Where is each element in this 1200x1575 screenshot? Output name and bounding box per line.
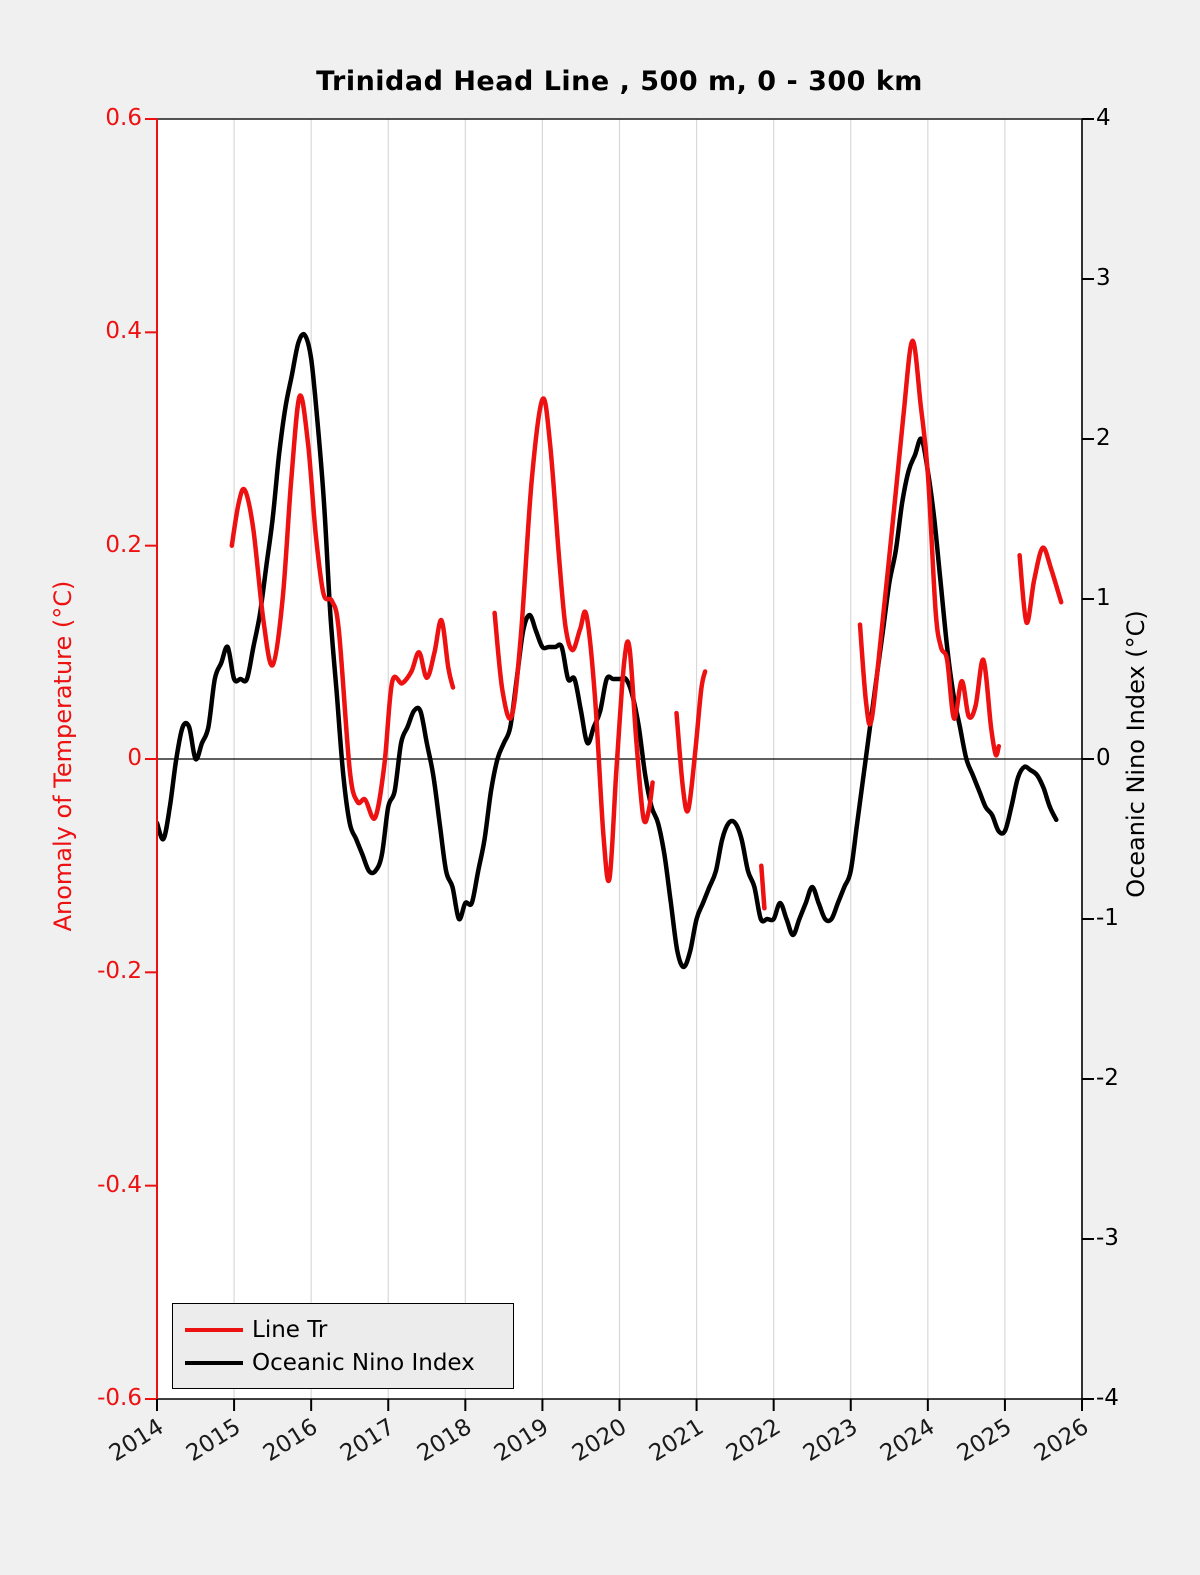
ytick-left-0.4: 0.4	[105, 318, 142, 345]
ytick-left-0.6: 0.6	[105, 105, 142, 131]
ytick-left--0.2: -0.2	[97, 958, 142, 985]
ytick-right--1: -1	[1096, 905, 1119, 931]
legend-label: Line Tr	[252, 1316, 328, 1343]
legend-item-line-tr: Line Tr	[185, 1313, 501, 1346]
ytick-right-4: 4	[1096, 105, 1111, 131]
series-line-tr-seg1	[492, 396, 655, 884]
legend-item-oni: Oceanic Nino Index	[185, 1346, 501, 1379]
chart-title: Trinidad Head Line , 500 m, 0 - 300 km	[316, 66, 923, 97]
series-line-tr-seg4	[857, 338, 1002, 758]
curves	[157, 331, 1064, 970]
ytick-right-1: 1	[1096, 585, 1111, 611]
ytick-left--0.4: -0.4	[97, 1171, 142, 1198]
series-line-tr-seg2	[674, 669, 708, 814]
ytick-right--2: -2	[1096, 1065, 1119, 1091]
legend: Line Tr Oceanic Nino Index	[172, 1303, 514, 1389]
series-line-tr-seg5	[1017, 545, 1064, 625]
ytick-right--3: -3	[1096, 1225, 1119, 1251]
series-line-tr-seg0	[229, 393, 456, 821]
ytick-right-0: 0	[1096, 745, 1111, 771]
legend-black-line-swatch	[185, 1360, 243, 1365]
ytick-left--0.6: -0.6	[97, 1385, 142, 1411]
series-oceanic-nino-index	[157, 331, 1059, 970]
ytick-right-2: 2	[1096, 425, 1111, 451]
series-line-tr-seg3	[759, 863, 767, 911]
right-axis-label: Oceanic Nino Index (°C)	[1122, 610, 1150, 898]
legend-red-line-swatch	[185, 1327, 243, 1332]
legend-label: Oceanic Nino Index	[252, 1349, 475, 1376]
ytick-left-0: 0	[127, 745, 142, 771]
ytick-right--4: -4	[1096, 1385, 1119, 1411]
ytick-left-0.2: 0.2	[105, 531, 142, 558]
ytick-right-3: 3	[1096, 265, 1111, 291]
